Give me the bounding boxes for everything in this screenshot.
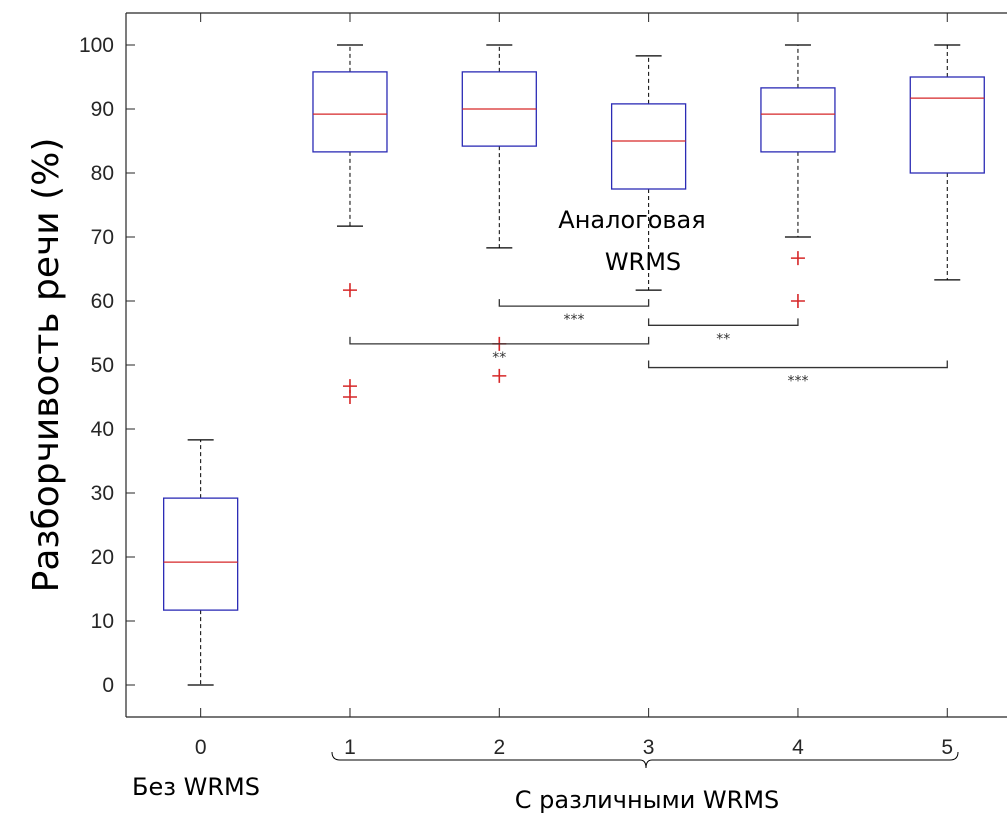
x-tick-label: 3 <box>643 736 655 759</box>
analog-wrms-label-line2: WRMS <box>605 248 681 276</box>
bracket-line <box>647 318 799 326</box>
no-wrms-label: Без WRMS <box>132 773 260 801</box>
x-tick-label: 1 <box>344 736 356 759</box>
box-4 <box>760 44 836 308</box>
y-tick-label: 70 <box>91 226 114 249</box>
analog-wrms-label-line1: Аналоговая <box>558 206 705 234</box>
significance-layer: ********** <box>349 299 948 390</box>
box-rect <box>909 76 985 174</box>
outlier-marker <box>790 251 805 266</box>
x-tick-label: 0 <box>195 736 207 759</box>
y-tick-label: 40 <box>91 418 114 441</box>
y-tick-label: 100 <box>79 34 114 57</box>
y-tick-label: 0 <box>102 674 114 697</box>
y-axis-label: Разборчивость речи (%) <box>26 138 67 593</box>
various-wrms-label: С различными WRMS <box>515 786 780 814</box>
y-tick-label: 60 <box>91 290 114 313</box>
ticks-layer: 0 10 20 30 40 50 60 70 80 90 100 0 1 2 3 4 5 <box>79 13 953 759</box>
significance-bracket: ** <box>349 336 650 366</box>
box-5 <box>909 44 985 281</box>
outlier-marker <box>790 294 805 308</box>
box-2 <box>461 44 537 383</box>
box-rect <box>312 71 388 153</box>
various-wrms-brace <box>331 751 959 769</box>
significance-bracket: *** <box>647 360 948 390</box>
y-tick-label: 80 <box>91 162 114 185</box>
significance-stars: ** <box>492 350 506 366</box>
box-1 <box>312 44 388 404</box>
box-rect <box>760 87 836 153</box>
box-rect <box>163 497 239 611</box>
y-tick-label: 20 <box>91 546 114 569</box>
box-rect <box>610 103 687 190</box>
box-3 <box>610 55 687 291</box>
significance-bracket: ** <box>647 318 799 347</box>
y-tick-label: 30 <box>91 482 114 505</box>
y-tick-label: 90 <box>91 98 114 121</box>
significance-stars: *** <box>563 312 584 328</box>
bracket-line <box>349 336 650 345</box>
significance-stars: ** <box>716 331 730 347</box>
bracket-line <box>498 299 650 307</box>
outlier-marker <box>342 283 357 298</box>
box-0 <box>163 439 239 686</box>
outlier-marker <box>492 368 507 383</box>
x-tick-label: 4 <box>792 736 804 759</box>
significance-stars: *** <box>787 374 808 390</box>
outlier-marker <box>342 390 357 404</box>
significance-bracket: *** <box>498 299 650 328</box>
x-tick-label: 2 <box>493 736 505 759</box>
x-tick-label: 5 <box>941 736 953 759</box>
plot-area <box>125 12 1007 718</box>
y-tick-label: 50 <box>91 354 114 377</box>
y-tick-label: 10 <box>91 610 114 633</box>
boxes-layer <box>163 44 985 686</box>
bracket-line <box>647 360 948 369</box>
